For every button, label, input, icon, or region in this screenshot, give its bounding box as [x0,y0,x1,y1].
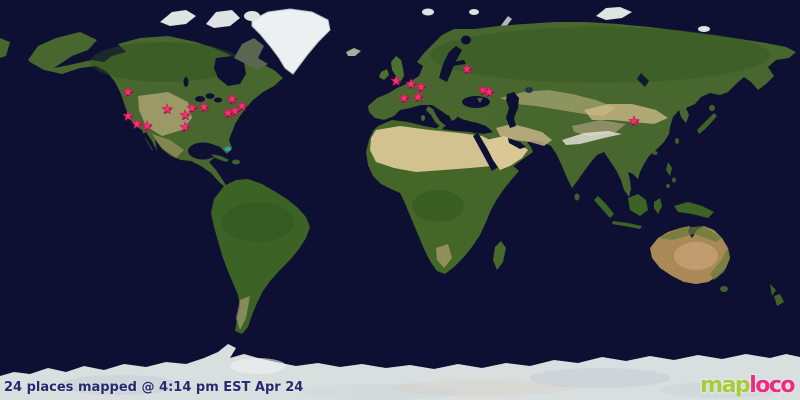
mexico-desert [152,134,184,158]
place-marker [390,74,402,86]
white-sea [461,35,471,45]
kalahari-desert [436,244,452,268]
gobi-desert [584,104,668,124]
new-guinea [674,202,714,218]
continent-south-america [211,179,310,334]
place-marker [415,80,427,92]
continent-australia [650,226,784,306]
map-caption: 24 places mapped @ 4:14 pm EST Apr 24 [4,380,304,395]
caspian-sea [506,92,519,128]
congo-forest [412,190,464,222]
iceland [346,48,361,56]
islands [211,56,717,229]
place-marker [198,100,210,112]
crimea [477,98,483,103]
sahara-desert [370,126,504,172]
continent-eurasia [0,22,796,197]
philippines [666,162,672,176]
new-zealand [770,284,776,296]
antarctica [0,344,800,400]
baltic-sea [439,46,462,82]
italy [426,106,446,128]
great-lakes [195,96,205,102]
place-marker [179,120,191,132]
place-marker [122,85,134,97]
boreal-forest-siberia [430,27,770,83]
sri-lanka [574,193,580,201]
cuba [211,154,229,162]
outback [674,242,718,270]
place-marker [122,109,134,121]
place-marker [477,83,489,95]
boreal-forest-canada [90,42,240,82]
black-sea [462,96,490,108]
continent-north-america [28,32,283,189]
greenland [251,8,331,75]
aral-sea [525,87,533,93]
place-marker [236,99,248,111]
place-marker [131,117,143,129]
madagascar [493,241,506,270]
lake-baikal [637,73,649,87]
great-britain [391,56,404,85]
chukotka-sliver [0,38,10,58]
iran-plateau [496,124,552,146]
place-marker [483,85,495,97]
gulf-of-california [143,132,157,152]
place-marker [179,108,191,120]
place-marker [141,119,153,131]
sulawesi [654,198,662,214]
patagonia-desert [236,296,250,330]
logo-loco: loco [749,373,795,398]
place-markers [122,62,640,133]
japan [697,113,717,134]
place-marker [628,114,640,126]
place-marker [222,106,234,118]
hudson-bay [214,56,246,86]
borneo [628,194,648,216]
continent-africa [366,120,528,274]
himalaya-snow [562,131,622,145]
mediterranean-sea [374,112,493,134]
ireland [379,69,389,80]
arctic-islands [160,7,710,70]
amazon-forest [222,202,294,242]
sumatra [594,196,614,218]
turkey [458,110,492,124]
place-marker [229,104,241,116]
place-marker [398,91,410,103]
greece [448,108,457,121]
place-marker [186,101,198,113]
tasmania [720,286,728,292]
place-marker [405,77,417,89]
gulf-of-mexico [188,142,218,160]
logo-map: map [700,373,751,398]
red-sea [473,133,498,171]
place-marker [412,90,424,102]
place-marker [161,102,173,114]
place-marker [226,92,238,104]
taiwan [675,138,679,144]
place-marker [461,62,473,74]
java [612,221,642,229]
bahamas-banks [224,146,232,152]
maploco-logo[interactable]: maploco [700,373,795,398]
persian-gulf [508,138,526,149]
hispaniola [232,159,240,165]
